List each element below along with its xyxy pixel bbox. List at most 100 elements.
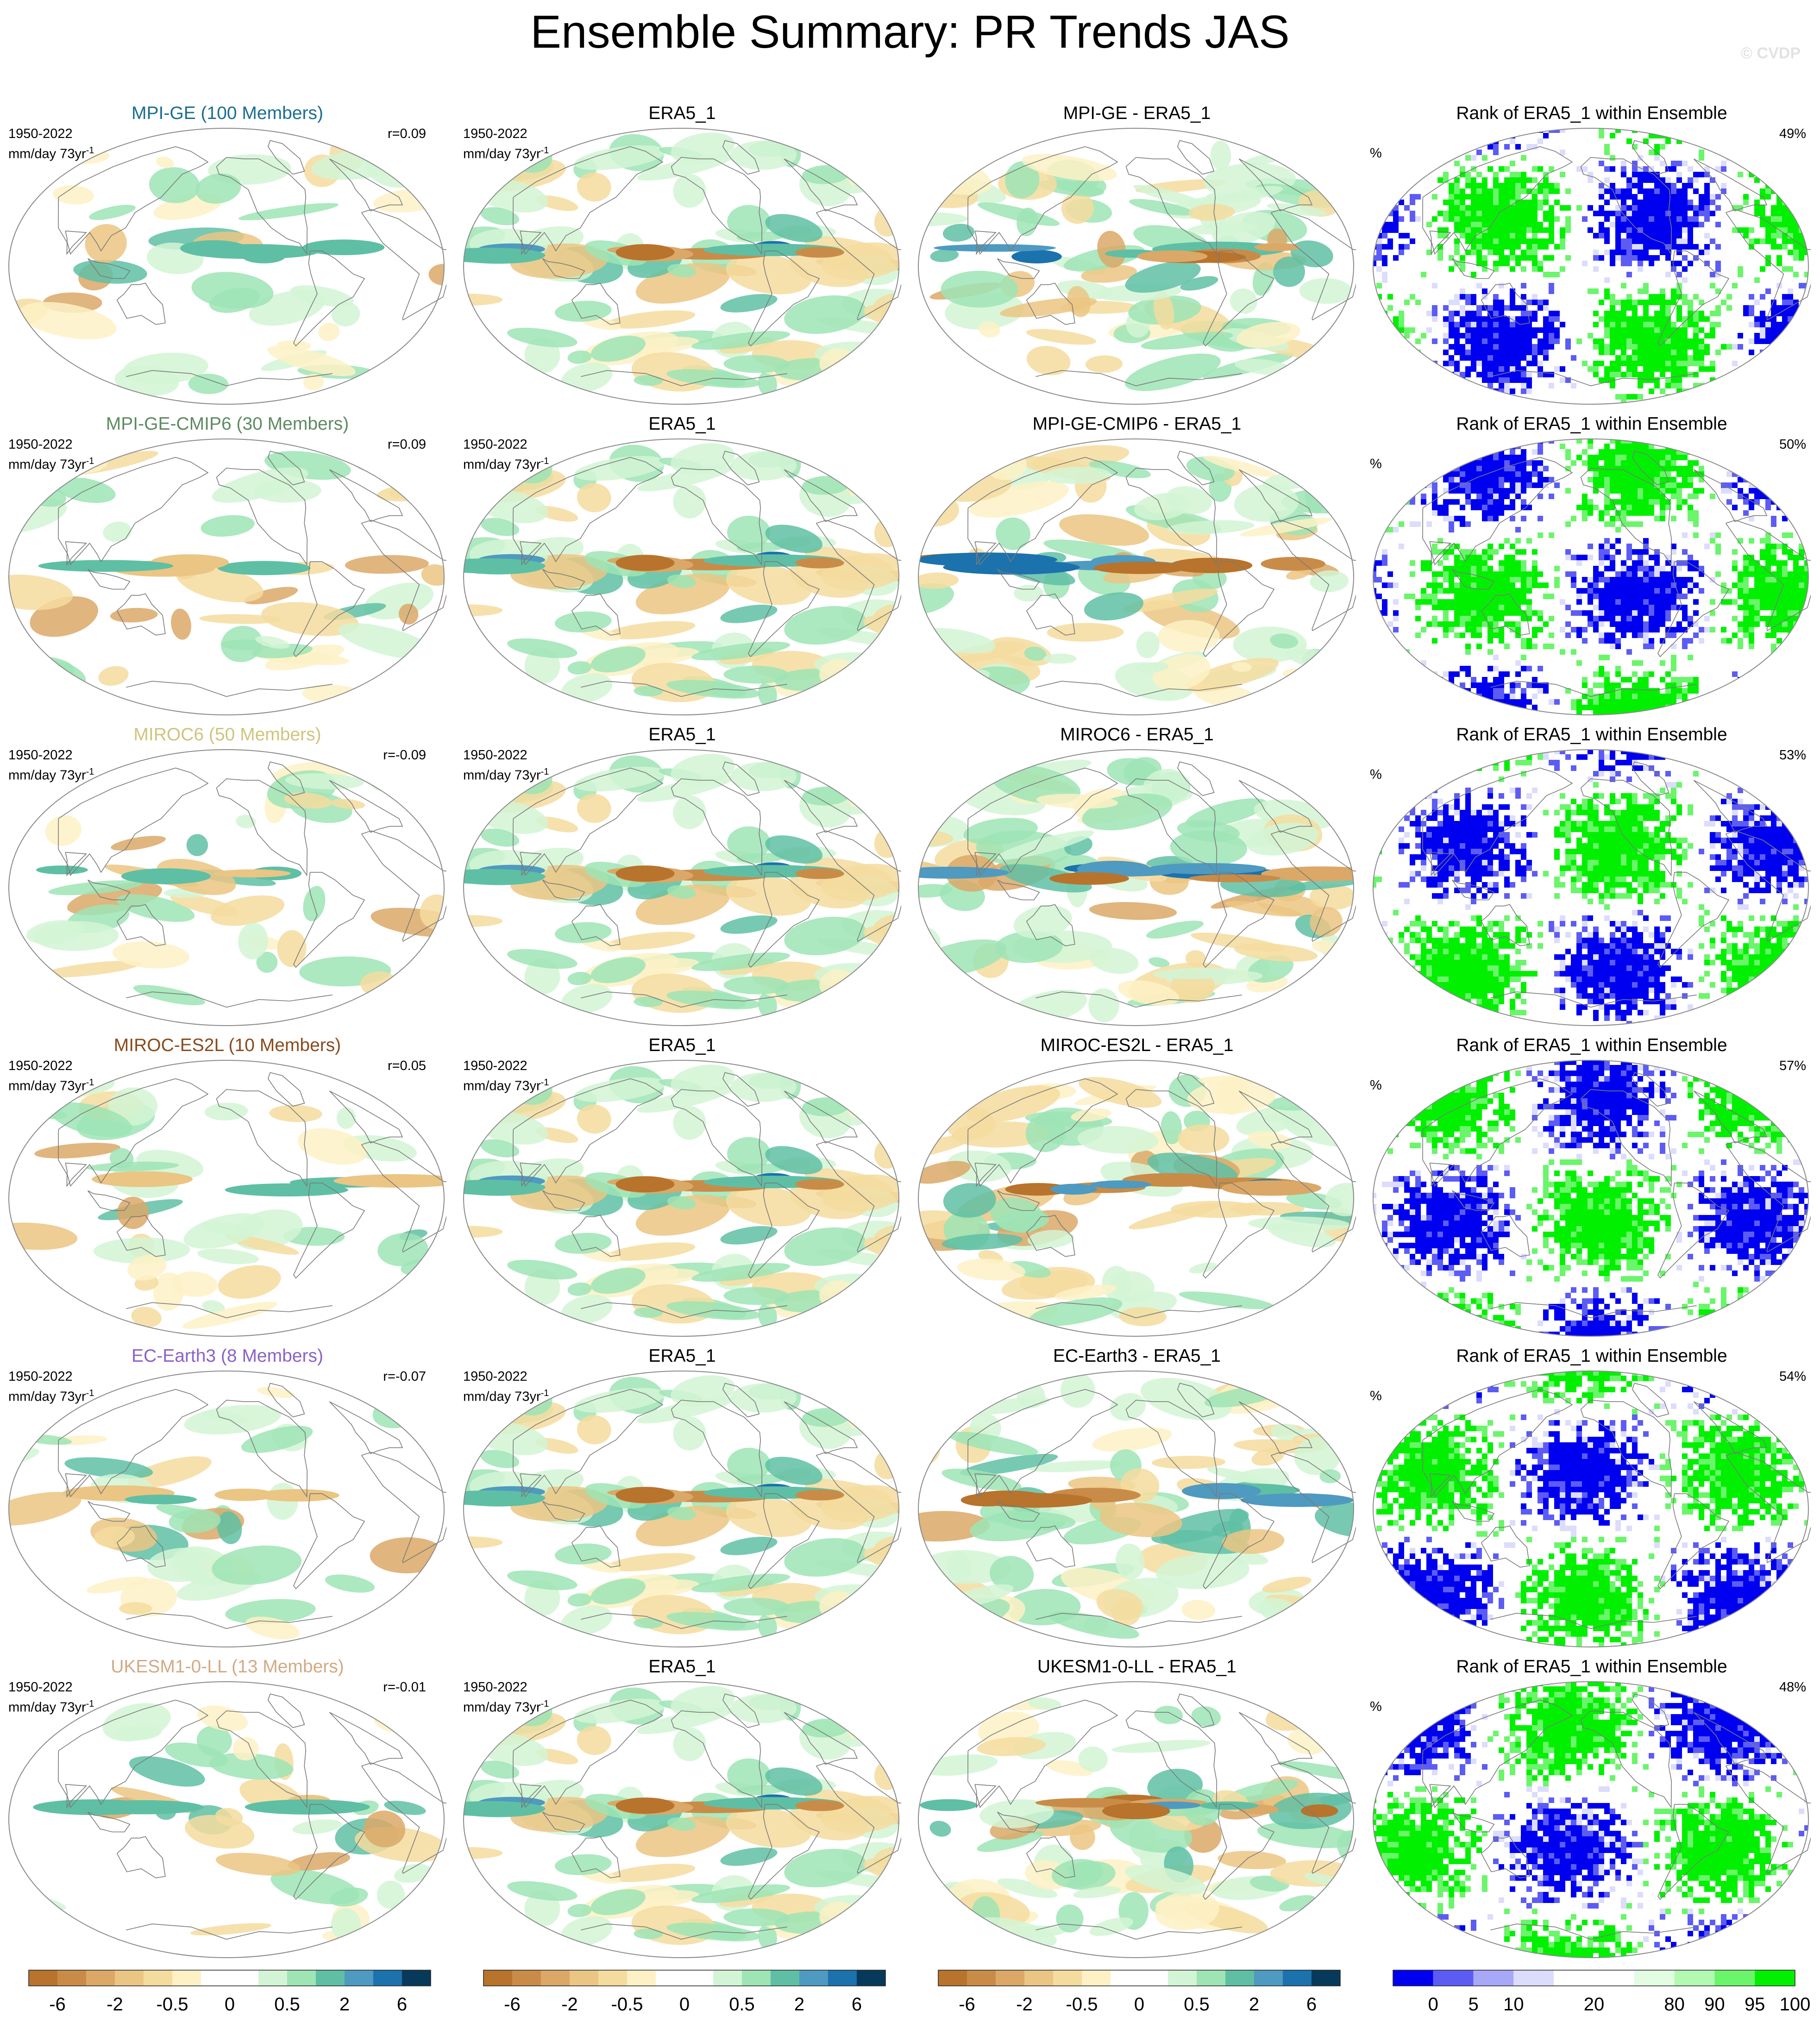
colorbar-tick-label: 2 — [339, 1994, 350, 2015]
percent-unit-label: % — [1370, 767, 1382, 782]
panel-rank-0: Rank of ERA5_1 within Ensemble% 49% — [1364, 95, 1820, 407]
panel-title-obs: ERA5_1 — [648, 1657, 716, 1677]
colorbar-swatch — [1053, 1970, 1082, 1986]
panel-title-model: MIROC-ES2L (10 Members) — [113, 1035, 341, 1055]
colorbar-tick-label: -6 — [959, 1994, 975, 2015]
colorbar-swatch — [512, 1970, 541, 1986]
coastlines — [513, 1383, 911, 1629]
period-units-label: 1950-2022 mm/day 73yr-1 — [463, 747, 549, 784]
colorbar-tick-label: -6 — [49, 1994, 66, 2015]
period-label: 1950-2022 — [8, 437, 73, 452]
coastlines — [58, 1383, 457, 1629]
colorbar-swatch — [1473, 1970, 1514, 1986]
units-exponent: -1 — [86, 1699, 94, 1709]
panel-diff-2: MIROC6 - ERA5_1 — [910, 716, 1366, 1029]
panel-title-diff: UKESM1-0-LL - ERA5_1 — [1037, 1657, 1236, 1677]
colorbar-swatch — [172, 1970, 201, 1986]
colorbar-swatch — [86, 1970, 115, 1986]
coastlines — [513, 140, 911, 387]
colorbar-swatch — [857, 1970, 885, 1986]
map-rank — [1371, 1370, 1820, 1650]
colorbar-swatch — [115, 1970, 144, 1986]
units-base: mm/day 73yr — [463, 457, 541, 472]
panel-rank-3: Rank of ERA5_1 within Ensemble% 57% — [1364, 1027, 1820, 1337]
coastlines — [513, 1072, 911, 1319]
units-exponent: -1 — [86, 1077, 94, 1088]
pattern-correlation: r=0.05 — [387, 1058, 426, 1073]
panel-rank-2: Rank of ERA5_1 within Ensemble% 53% — [1364, 716, 1820, 1027]
colorbar-tick-label: 0 — [225, 1994, 235, 2015]
panel-title-model: UKESM1-0-LL (13 Members) — [111, 1657, 344, 1677]
panel-rank-4: Rank of ERA5_1 within Ensemble% 54% — [1364, 1338, 1820, 1650]
colorbar-swatch — [1111, 1970, 1139, 1986]
colorbar-swatch — [1755, 1970, 1795, 1986]
units-base: mm/day 73yr — [463, 1389, 541, 1404]
panel-title-rank: Rank of ERA5_1 within Ensemble — [1456, 103, 1727, 123]
units-label: mm/day 73yr-1 — [8, 1385, 94, 1405]
colorbar-tick-label: -2 — [107, 1994, 123, 2015]
map-outline — [8, 749, 445, 1026]
colorbar-swatch — [967, 1970, 996, 1986]
colorbar-tick-label: 6 — [852, 1994, 862, 2015]
trend-colorbar-0: -6 -2 -0.5 0 0.5 2 6 — [0, 1953, 455, 2022]
units-exponent: -1 — [540, 1388, 549, 1398]
units-base: mm/day 73yr — [8, 1389, 86, 1404]
colorbar-tick-label: 6 — [1306, 1994, 1317, 2015]
map-diff — [916, 1370, 1366, 1650]
map-obs — [461, 127, 911, 407]
panel-title-diff: EC-Earth3 - ERA5_1 — [1053, 1346, 1221, 1366]
units-exponent: -1 — [86, 456, 94, 466]
colorbar-swatch — [828, 1970, 857, 1986]
colorbar-tick-label: -0.5 — [611, 1994, 643, 2015]
coastlines — [967, 1072, 1366, 1319]
map-obs — [461, 1370, 911, 1650]
units-exponent: -1 — [540, 456, 549, 466]
percent-unit-label: % — [1370, 457, 1382, 471]
pattern-correlation: r=-0.01 — [383, 1680, 426, 1695]
units-base: mm/day 73yr — [8, 146, 86, 162]
trend-colorbar-2: -6 -2 -0.5 0 0.5 2 6 — [910, 1953, 1364, 2022]
map-outline — [918, 1681, 1354, 1958]
period-units-label: 1950-2022 mm/day 73yr-1 — [8, 1058, 94, 1095]
units-exponent: -1 — [540, 145, 549, 156]
units-label: mm/day 73yr-1 — [8, 764, 94, 784]
panel-title-rank: Rank of ERA5_1 within Ensemble — [1456, 725, 1727, 745]
colorbar-swatch — [1024, 1970, 1053, 1986]
colorbar-swatch — [938, 1970, 967, 1986]
map-outline — [463, 128, 899, 405]
map-outline — [1373, 438, 1809, 715]
colorbar-tick-label: -2 — [1016, 1994, 1033, 2015]
units-exponent: -1 — [86, 145, 94, 156]
panel-title-model: MPI-GE (100 Members) — [132, 103, 323, 123]
coastlines — [58, 451, 457, 697]
colorbar-swatch — [316, 1970, 345, 1986]
colorbar-swatch — [771, 1970, 799, 1986]
period-label: 1950-2022 — [8, 126, 73, 141]
period-units-label: 1950-2022 mm/day 73yr-1 — [8, 1368, 94, 1405]
panel-title-diff: MPI-GE-CMIP6 - ERA5_1 — [1032, 414, 1242, 434]
colorbar-swatch — [258, 1970, 287, 1986]
panel-obs-5: ERA5_1 1950-2022 mm/day 73yr-1 — [455, 1648, 911, 1961]
colorbar-swatch — [1714, 1970, 1755, 1986]
units-base: mm/day 73yr — [8, 1078, 86, 1094]
map-outline — [1373, 1371, 1809, 1647]
map-rank — [1371, 127, 1820, 407]
units-base: mm/day 73yr — [463, 768, 541, 783]
period-units-label: 1950-2022 mm/day 73yr-1 — [463, 125, 549, 163]
units-label: mm/day 73yr-1 — [8, 1696, 94, 1716]
map-diff — [916, 749, 1366, 1029]
panel-diff-4: EC-Earth3 - ERA5_1 — [910, 1338, 1366, 1650]
map-obs — [461, 1681, 911, 1961]
period-label: 1950-2022 — [463, 1058, 527, 1073]
units-label: mm/day 73yr-1 — [463, 764, 549, 784]
colorbar-swatch — [713, 1970, 742, 1986]
map-model — [6, 1370, 457, 1650]
units-label: mm/day 73yr-1 — [463, 142, 549, 163]
panel-title-rank: Rank of ERA5_1 within Ensemble — [1456, 1035, 1727, 1055]
map-rank — [1371, 438, 1820, 718]
map-outline — [918, 1060, 1354, 1337]
colorbar-tick-label: 0 — [1428, 1994, 1438, 2015]
period-label: 1950-2022 — [463, 126, 527, 141]
map-diff — [916, 438, 1366, 718]
colorbar-swatch — [1283, 1970, 1312, 1986]
